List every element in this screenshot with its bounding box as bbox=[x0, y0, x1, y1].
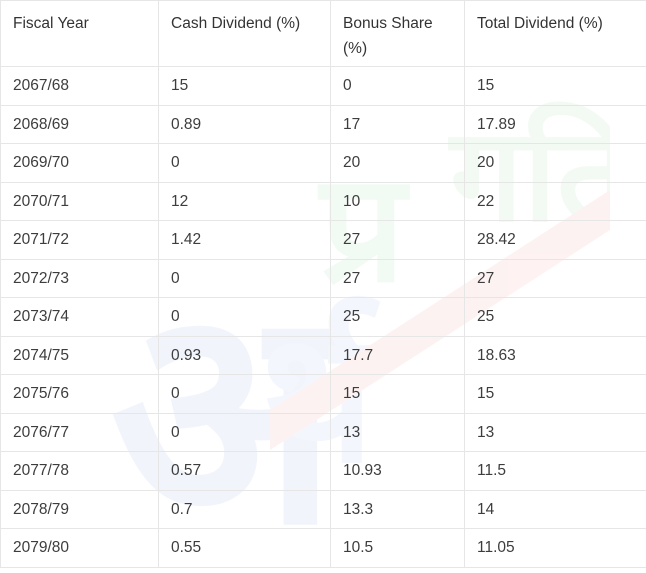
cell-total-dividend: 18.63 bbox=[464, 335, 646, 375]
cell-total-dividend: 11.5 bbox=[464, 451, 646, 491]
table-row: 2068/69 0.89 17 17.89 bbox=[0, 104, 646, 144]
cell-fiscal-year: 2070/71 bbox=[0, 181, 159, 221]
table-row: 2078/79 0.7 13.3 14 bbox=[0, 489, 646, 529]
header-cash-dividend: Cash Dividend (%) bbox=[158, 0, 331, 67]
table-row: 2076/77 0 13 13 bbox=[0, 412, 646, 452]
header-bonus-share: Bonus Share (%) bbox=[330, 0, 465, 67]
cell-cash-dividend: 0 bbox=[158, 374, 331, 414]
cell-bonus-share: 10.5 bbox=[330, 528, 465, 568]
cell-fiscal-year: 2075/76 bbox=[0, 374, 159, 414]
cell-fiscal-year: 2067/68 bbox=[0, 66, 159, 106]
cell-bonus-share: 13 bbox=[330, 412, 465, 452]
cell-cash-dividend: 0 bbox=[158, 297, 331, 337]
cell-fiscal-year: 2069/70 bbox=[0, 143, 159, 183]
table-row: 2077/78 0.57 10.93 11.5 bbox=[0, 451, 646, 491]
cell-fiscal-year: 2071/72 bbox=[0, 220, 159, 260]
cell-bonus-share: 25 bbox=[330, 297, 465, 337]
cell-fiscal-year: 2068/69 bbox=[0, 104, 159, 144]
header-total-dividend: Total Dividend (%) bbox=[464, 0, 646, 67]
table-row: 2072/73 0 27 27 bbox=[0, 258, 646, 298]
cell-total-dividend: 13 bbox=[464, 412, 646, 452]
table-row: 2073/74 0 25 25 bbox=[0, 297, 646, 337]
cell-fiscal-year: 2078/79 bbox=[0, 489, 159, 529]
table-row: 2069/70 0 20 20 bbox=[0, 143, 646, 183]
cell-bonus-share: 17 bbox=[330, 104, 465, 144]
cell-cash-dividend: 0 bbox=[158, 258, 331, 298]
cell-total-dividend: 15 bbox=[464, 374, 646, 414]
header-fiscal-year: Fiscal Year bbox=[0, 0, 159, 67]
cell-total-dividend: 20 bbox=[464, 143, 646, 183]
cell-cash-dividend: 1.42 bbox=[158, 220, 331, 260]
cell-bonus-share: 27 bbox=[330, 258, 465, 298]
cell-total-dividend: 14 bbox=[464, 489, 646, 529]
cell-cash-dividend: 15 bbox=[158, 66, 331, 106]
cell-cash-dividend: 0.93 bbox=[158, 335, 331, 375]
cell-cash-dividend: 12 bbox=[158, 181, 331, 221]
cell-bonus-share: 0 bbox=[330, 66, 465, 106]
cell-total-dividend: 22 bbox=[464, 181, 646, 221]
cell-cash-dividend: 0 bbox=[158, 143, 331, 183]
cell-bonus-share: 20 bbox=[330, 143, 465, 183]
cell-fiscal-year: 2072/73 bbox=[0, 258, 159, 298]
table-row: 2075/76 0 15 15 bbox=[0, 374, 646, 414]
cell-total-dividend: 27 bbox=[464, 258, 646, 298]
cell-fiscal-year: 2076/77 bbox=[0, 412, 159, 452]
cell-fiscal-year: 2077/78 bbox=[0, 451, 159, 491]
cell-total-dividend: 17.89 bbox=[464, 104, 646, 144]
cell-total-dividend: 15 bbox=[464, 66, 646, 106]
table-row: 2067/68 15 0 15 bbox=[0, 66, 646, 106]
cell-bonus-share: 27 bbox=[330, 220, 465, 260]
cell-cash-dividend: 0.55 bbox=[158, 528, 331, 568]
cell-fiscal-year: 2074/75 bbox=[0, 335, 159, 375]
cell-fiscal-year: 2079/80 bbox=[0, 528, 159, 568]
table-row: 2074/75 0.93 17.7 18.63 bbox=[0, 335, 646, 375]
cell-bonus-share: 10 bbox=[330, 181, 465, 221]
cell-cash-dividend: 0.57 bbox=[158, 451, 331, 491]
cell-cash-dividend: 0 bbox=[158, 412, 331, 452]
table-header-row: Fiscal Year Cash Dividend (%) Bonus Shar… bbox=[0, 0, 646, 67]
cell-fiscal-year: 2073/74 bbox=[0, 297, 159, 337]
cell-total-dividend: 25 bbox=[464, 297, 646, 337]
cell-total-dividend: 11.05 bbox=[464, 528, 646, 568]
cell-bonus-share: 13.3 bbox=[330, 489, 465, 529]
table-row: 2070/71 12 10 22 bbox=[0, 181, 646, 221]
table-row: 2071/72 1.42 27 28.42 bbox=[0, 220, 646, 260]
cell-bonus-share: 17.7 bbox=[330, 335, 465, 375]
cell-cash-dividend: 0.7 bbox=[158, 489, 331, 529]
cell-bonus-share: 15 bbox=[330, 374, 465, 414]
table-row: 2079/80 0.55 10.5 11.05 bbox=[0, 528, 646, 568]
cell-bonus-share: 10.93 bbox=[330, 451, 465, 491]
cell-total-dividend: 28.42 bbox=[464, 220, 646, 260]
cell-cash-dividend: 0.89 bbox=[158, 104, 331, 144]
